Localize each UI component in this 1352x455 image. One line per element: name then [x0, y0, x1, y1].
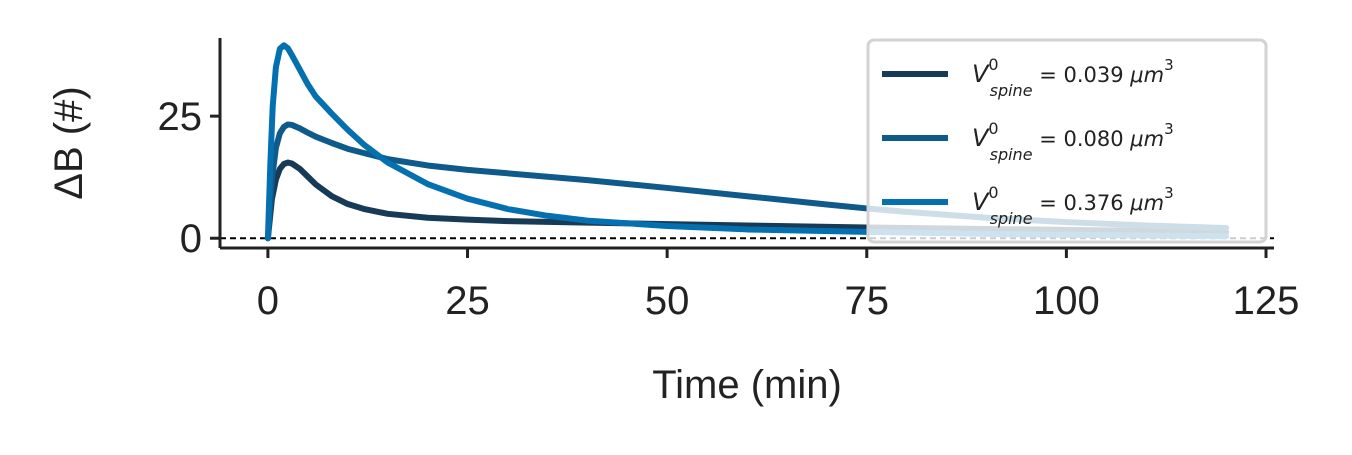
y-tick-label: 25: [158, 95, 203, 139]
series-line-3: [264, 42, 1230, 242]
legend-label-2: V0 spine = 0.080 μm3: [972, 119, 1174, 164]
x-tick-label: 125: [1233, 279, 1300, 323]
legend-label-1: V0 spine = 0.039 μm3: [972, 55, 1174, 100]
axes: 0 25 50 75 100 125 0 25: [158, 38, 1300, 323]
x-tick-label: 25: [445, 279, 490, 323]
x-tick-label: 100: [1033, 279, 1100, 323]
legend: V0 spine = 0.039 μm3 V0 spine = 0.080 μm3 V0…: [866, 38, 1268, 244]
y-tick-label: 0: [180, 217, 202, 261]
x-tick-label: 0: [257, 279, 279, 323]
x-tick-label: 50: [645, 279, 690, 323]
x-axis-label: Time (min): [652, 363, 842, 407]
x-tick-label: 75: [845, 279, 890, 323]
legend-label-3: V0 spine = 0.376 μm3: [972, 183, 1174, 228]
y-axis-label: ΔB (#): [47, 86, 91, 199]
legend-box: [866, 38, 1268, 244]
